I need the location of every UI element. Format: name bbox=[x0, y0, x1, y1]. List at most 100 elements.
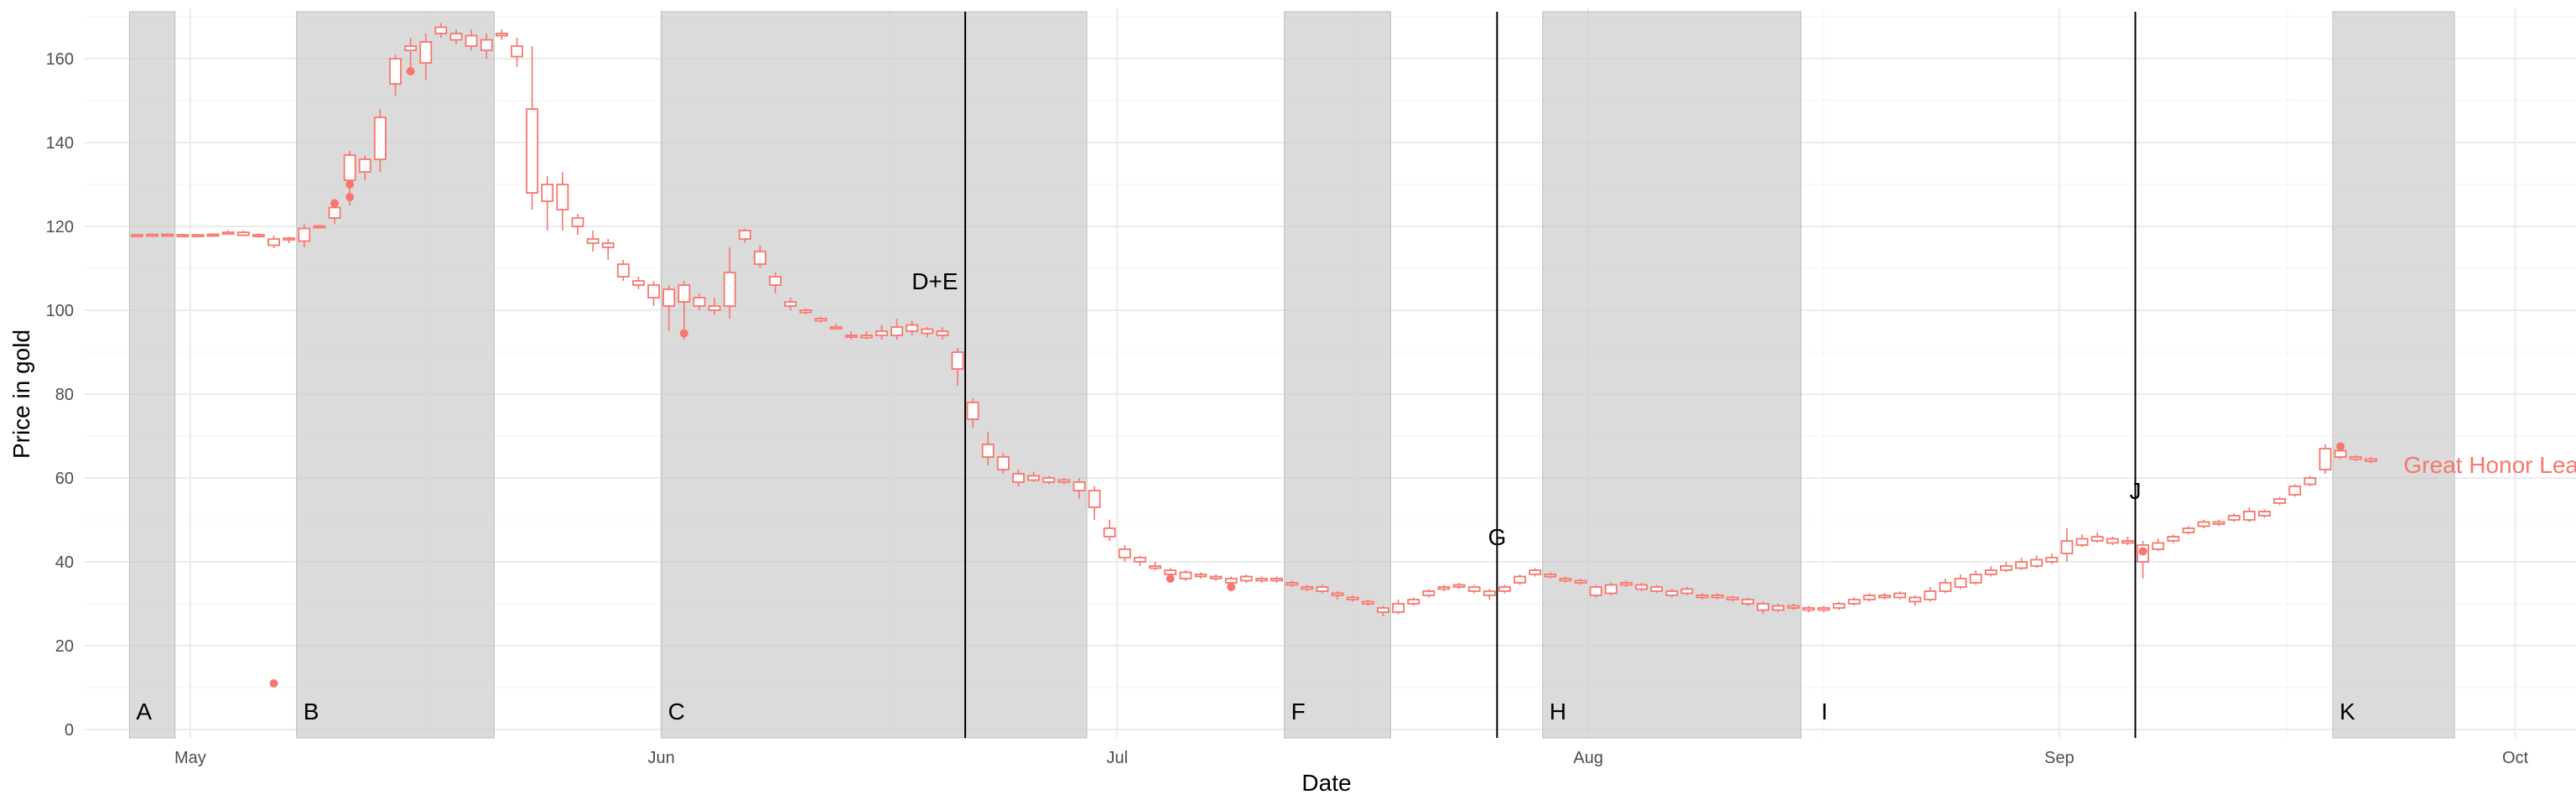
candle-body bbox=[921, 328, 934, 335]
candle-body bbox=[1757, 603, 1769, 611]
candle-body bbox=[2197, 521, 2210, 527]
candle bbox=[1331, 591, 1344, 600]
candle bbox=[252, 233, 265, 238]
candle-body bbox=[556, 184, 569, 210]
shaded-period-b bbox=[296, 11, 495, 739]
candle bbox=[373, 109, 387, 172]
outlier-point bbox=[1227, 583, 1236, 591]
y-tick-label: 20 bbox=[55, 637, 74, 656]
candle-body bbox=[754, 251, 766, 265]
candle-body bbox=[875, 330, 888, 336]
candle bbox=[1361, 600, 1374, 606]
candle-body bbox=[678, 284, 691, 303]
candle-body bbox=[2106, 538, 2119, 544]
candle bbox=[449, 29, 463, 44]
candle bbox=[1862, 593, 1876, 602]
candle-body bbox=[176, 234, 190, 237]
candle bbox=[1665, 589, 1679, 598]
candle bbox=[1012, 470, 1025, 486]
candle-body bbox=[2334, 449, 2347, 458]
shaded-period-a bbox=[128, 11, 176, 739]
candle bbox=[784, 298, 797, 310]
candle-body bbox=[1893, 592, 1906, 599]
candle-body bbox=[844, 335, 858, 338]
y-tick-label: 100 bbox=[46, 302, 74, 320]
candle-body bbox=[769, 276, 782, 286]
candle-body bbox=[966, 402, 979, 420]
candle bbox=[1027, 471, 1041, 482]
candle bbox=[2045, 553, 2059, 564]
candle-body bbox=[906, 324, 919, 332]
candle bbox=[511, 38, 523, 67]
candle-body bbox=[784, 301, 797, 307]
outlier-point bbox=[1166, 574, 1175, 583]
candle bbox=[1559, 576, 1572, 583]
candle-body bbox=[1164, 569, 1177, 575]
candle bbox=[2227, 513, 2241, 522]
candle bbox=[480, 34, 493, 59]
candle-body bbox=[936, 330, 949, 336]
candle-body bbox=[2045, 557, 2059, 563]
candle bbox=[601, 239, 615, 260]
candle bbox=[1042, 475, 1056, 485]
candle-body bbox=[358, 158, 371, 173]
candle bbox=[2212, 520, 2225, 527]
candle bbox=[1467, 584, 1481, 594]
candle bbox=[2152, 538, 2165, 552]
x-tick-label: May bbox=[174, 749, 206, 767]
y-tick-label: 60 bbox=[55, 470, 74, 488]
candle-body bbox=[586, 238, 600, 244]
candle bbox=[1057, 478, 1071, 485]
candle bbox=[875, 325, 888, 340]
candle-body bbox=[541, 184, 554, 202]
period-label-b: B bbox=[304, 699, 319, 724]
candle bbox=[1452, 583, 1466, 589]
candle-body bbox=[1209, 575, 1223, 579]
candle bbox=[996, 453, 1010, 474]
candle-body bbox=[1619, 582, 1633, 586]
candle bbox=[1757, 601, 1769, 615]
candle-body bbox=[1239, 575, 1253, 582]
candle bbox=[647, 281, 660, 306]
candle-body bbox=[191, 234, 205, 237]
axes: 0 20 40 60 80 100 120 140 160 May Jun Jul Aug Sep Oct bbox=[46, 50, 2529, 767]
period-label-i: I bbox=[1821, 699, 1828, 724]
candle bbox=[465, 29, 478, 50]
candle-body bbox=[298, 227, 311, 242]
candle bbox=[966, 398, 979, 428]
candle bbox=[1514, 574, 1526, 585]
candle bbox=[1118, 545, 1131, 562]
candle bbox=[283, 236, 296, 243]
candle-body bbox=[2258, 511, 2271, 517]
candle bbox=[1726, 595, 1739, 602]
candle bbox=[541, 176, 554, 231]
candle-body bbox=[2030, 558, 2044, 567]
candle bbox=[1847, 597, 1861, 606]
candle bbox=[161, 233, 174, 237]
candle bbox=[236, 231, 250, 236]
candle-body bbox=[1103, 527, 1116, 538]
candle bbox=[1832, 601, 1846, 610]
candle-body bbox=[738, 230, 751, 240]
outlier-point bbox=[345, 180, 355, 189]
candle bbox=[313, 225, 326, 229]
candle-body bbox=[829, 326, 843, 330]
candle bbox=[799, 308, 813, 314]
candle-body bbox=[1301, 586, 1314, 590]
candle bbox=[2319, 444, 2332, 474]
candle-body bbox=[2182, 527, 2195, 533]
shaded-periods bbox=[128, 11, 2455, 739]
candle-body bbox=[2288, 486, 2302, 496]
candle bbox=[1255, 576, 1268, 583]
candle bbox=[191, 234, 205, 237]
candle-body bbox=[1665, 590, 1679, 596]
candle-body bbox=[1711, 595, 1724, 599]
candle-body bbox=[1483, 590, 1496, 596]
candle-body bbox=[511, 45, 523, 58]
candle-body bbox=[1544, 574, 1557, 578]
candle bbox=[1969, 570, 1982, 585]
candle-body bbox=[526, 108, 539, 194]
candle-body bbox=[2242, 511, 2256, 521]
candle bbox=[146, 233, 158, 237]
